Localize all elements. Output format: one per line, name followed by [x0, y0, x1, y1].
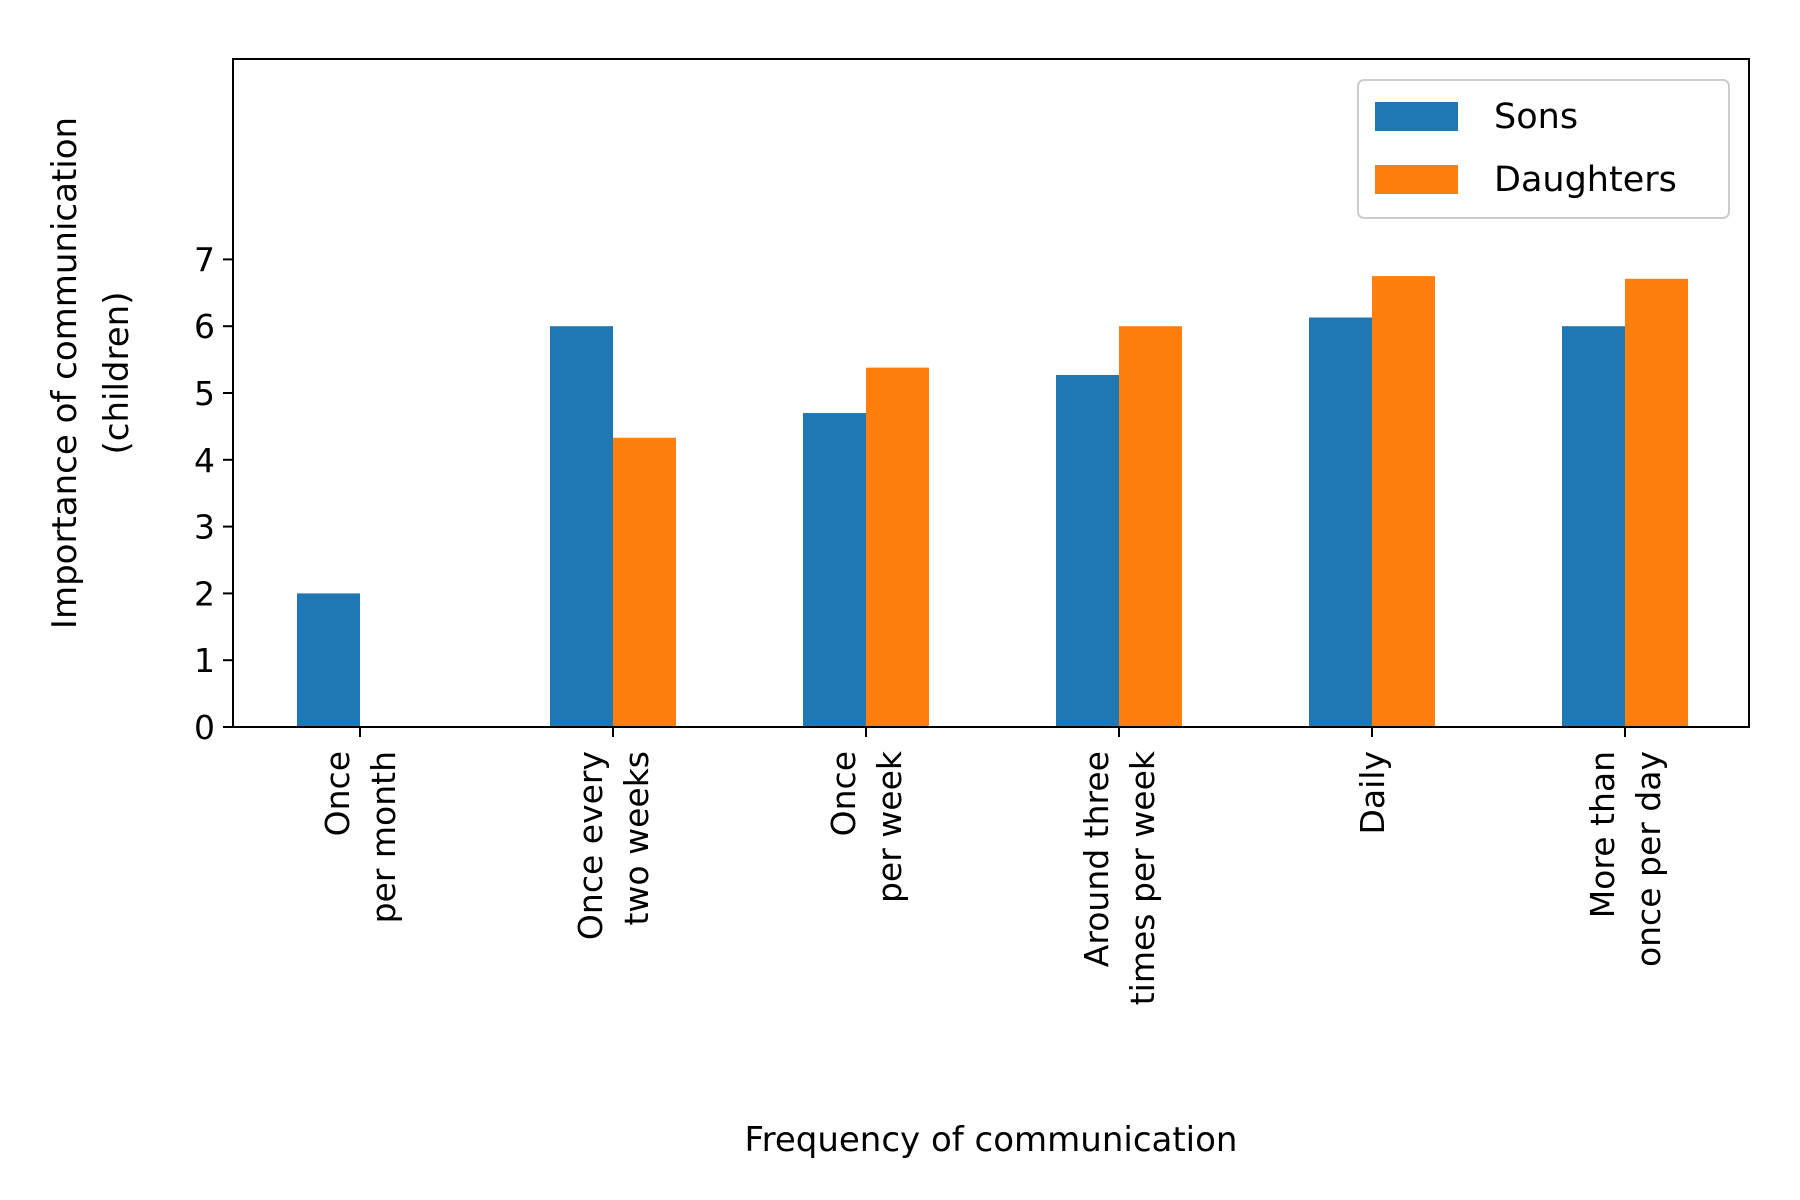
x-tick-label-3: Around three times per week	[1077, 750, 1162, 1005]
bar-sons-4	[1309, 317, 1372, 727]
x-tick-label-line: per month	[364, 751, 403, 923]
bar-sons-0	[297, 593, 360, 727]
y-axis-label-line: Importance of communication	[45, 117, 85, 629]
y-tick-label: 7	[194, 240, 215, 279]
y-tick-label: 5	[194, 374, 215, 413]
y-tick-label: 3	[194, 508, 215, 547]
x-tick-label-line: once per day	[1629, 751, 1668, 967]
y-axis-label: Importance of communication (children)	[45, 117, 137, 629]
bar-daughters-2	[866, 367, 929, 727]
x-tick-label-line: two weeks	[617, 751, 656, 926]
y-axis-label-line: (children)	[97, 292, 137, 455]
x-axis-label: Frequency of communication	[745, 1120, 1238, 1160]
bar-sons-3	[1056, 374, 1119, 727]
bar-daughters-5	[1625, 278, 1688, 727]
bar-daughters-4	[1372, 276, 1435, 727]
x-tick-label-1: Once every two weeks	[571, 751, 656, 940]
x-axis: Once per month Once every two weeks Once per …	[318, 727, 1668, 1005]
bar-daughters-1	[613, 437, 676, 727]
x-tick-label-line: Once every	[571, 751, 610, 940]
x-tick-label-line: times per week	[1123, 750, 1162, 1005]
x-tick-label-line: Around three	[1077, 751, 1116, 967]
y-tick-label: 6	[194, 307, 215, 346]
x-tick-label-0: Once per month	[318, 751, 403, 923]
x-tick-label-line: Once	[824, 751, 863, 836]
legend-swatch-daughters	[1375, 165, 1458, 194]
x-tick-label-5: More than once per day	[1583, 751, 1668, 967]
bar-daughters-3	[1119, 326, 1182, 727]
y-axis: 0 1 2 3 4 5 6 7	[194, 240, 233, 747]
x-tick-label-4: Daily	[1353, 751, 1392, 835]
x-tick-label-line: More than	[1583, 751, 1622, 918]
legend-label-daughters: Daughters	[1494, 160, 1677, 200]
bar-sons-1	[550, 326, 613, 727]
y-tick-label: 2	[194, 574, 215, 613]
bar-sons-2	[803, 413, 866, 727]
x-tick-label-line: Once	[318, 751, 357, 836]
legend-swatch-sons	[1375, 102, 1458, 131]
legend-label-sons: Sons	[1494, 97, 1578, 137]
y-tick-label: 1	[194, 641, 215, 680]
bar-sons-5	[1562, 326, 1625, 727]
y-tick-label: 4	[194, 441, 215, 480]
y-axis-label-lines: Importance of communication (children)	[45, 117, 137, 629]
legend: Sons Daughters	[1357, 79, 1730, 219]
bars-group	[297, 276, 1688, 727]
x-tick-label-line: Daily	[1353, 751, 1392, 835]
x-tick-label-2: Once per week	[824, 750, 909, 903]
y-tick-label: 0	[194, 708, 215, 747]
x-tick-label-line: per week	[870, 750, 909, 903]
